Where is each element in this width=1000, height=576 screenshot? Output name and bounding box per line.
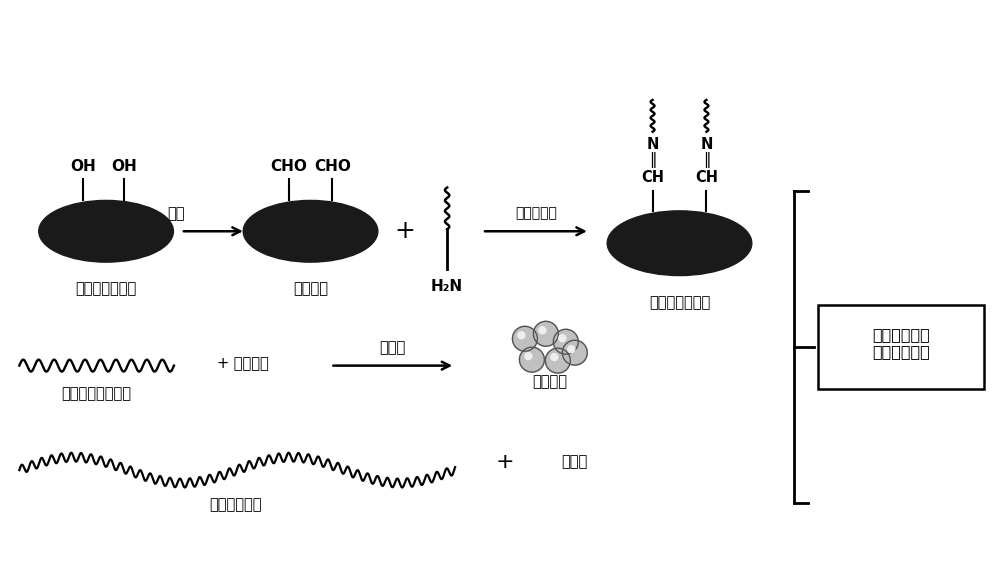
Text: N: N — [646, 137, 659, 152]
Circle shape — [539, 327, 546, 334]
Circle shape — [545, 348, 570, 373]
Text: 氧化多糖接枝物: 氧化多糖接枝物 — [649, 295, 710, 310]
Circle shape — [559, 335, 566, 342]
Ellipse shape — [66, 213, 146, 250]
Circle shape — [553, 329, 578, 354]
Text: CHO: CHO — [314, 159, 351, 174]
Ellipse shape — [89, 223, 123, 239]
Ellipse shape — [622, 217, 737, 269]
Text: 氧化多糖: 氧化多糖 — [293, 282, 328, 297]
Text: N: N — [700, 137, 713, 152]
Ellipse shape — [294, 223, 327, 239]
Ellipse shape — [649, 230, 710, 257]
Text: 两亲性嵌段聚合物: 两亲性嵌段聚合物 — [61, 386, 131, 401]
Circle shape — [568, 346, 575, 353]
Ellipse shape — [607, 211, 752, 275]
Text: 天然高分子多糖: 天然高分子多糖 — [75, 282, 137, 297]
Ellipse shape — [243, 200, 378, 262]
Ellipse shape — [661, 235, 698, 251]
Text: 自组装: 自组装 — [379, 340, 405, 355]
Circle shape — [519, 347, 544, 372]
Text: 生物基缓控释
农药液态地膜: 生物基缓控释 农药液态地膜 — [872, 327, 930, 359]
Ellipse shape — [78, 218, 134, 244]
Text: ‖: ‖ — [703, 151, 710, 168]
Circle shape — [525, 353, 532, 359]
Text: ‖: ‖ — [649, 151, 656, 168]
Ellipse shape — [282, 218, 339, 244]
Text: 希夫碱反应: 希夫碱反应 — [515, 206, 557, 221]
Ellipse shape — [636, 224, 723, 263]
Text: CHO: CHO — [270, 159, 307, 174]
Ellipse shape — [257, 207, 364, 256]
Text: OH: OH — [111, 159, 137, 174]
Ellipse shape — [270, 213, 351, 250]
Text: 增塑剂: 增塑剂 — [562, 454, 588, 469]
Text: CH: CH — [641, 170, 664, 185]
Text: +: + — [496, 452, 514, 472]
Circle shape — [551, 354, 558, 361]
Text: + 生物农药: + 生物农药 — [217, 356, 269, 371]
Circle shape — [533, 321, 558, 346]
Circle shape — [512, 327, 537, 351]
Text: 吸水性聚合物: 吸水性聚合物 — [209, 498, 262, 513]
FancyBboxPatch shape — [818, 305, 984, 389]
Text: OH: OH — [70, 159, 96, 174]
Ellipse shape — [39, 200, 173, 262]
Ellipse shape — [52, 207, 160, 256]
Text: 氧化: 氧化 — [167, 206, 185, 221]
Text: CH: CH — [695, 170, 718, 185]
Text: +: + — [395, 219, 416, 243]
Text: H₂N: H₂N — [431, 279, 463, 294]
Text: 载药微球: 载药微球 — [532, 374, 567, 389]
Circle shape — [518, 332, 525, 339]
Circle shape — [562, 340, 587, 365]
